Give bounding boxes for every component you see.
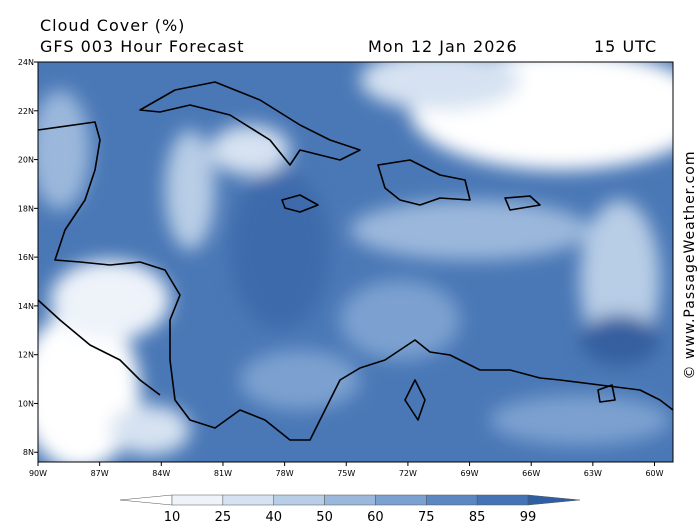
lon-tick-label: 66W bbox=[522, 469, 540, 478]
colorbar-label: 99 bbox=[520, 510, 537, 525]
colorbar-label: 25 bbox=[215, 510, 232, 525]
lon-tick-label: 75W bbox=[337, 469, 355, 478]
lat-tick-label: 8N bbox=[23, 448, 34, 457]
lat-tick-label: 14N bbox=[18, 302, 34, 311]
lat-tick-label: 16N bbox=[18, 253, 34, 262]
colorbar-label: 40 bbox=[265, 510, 282, 525]
lat-tick-label: 18N bbox=[18, 204, 34, 213]
lon-tick-label: 87W bbox=[91, 469, 109, 478]
colorbar-label: 85 bbox=[469, 510, 486, 525]
lat-axis: 24N 22N 20N 18N 16N 14N 12N 10N 8N bbox=[18, 58, 38, 457]
lat-tick-label: 22N bbox=[18, 107, 34, 116]
colorbar-segment bbox=[375, 494, 427, 506]
lon-tick-label: 63W bbox=[584, 469, 602, 478]
lon-tick-label: 72W bbox=[399, 469, 417, 478]
colorbar-label: 60 bbox=[367, 510, 384, 525]
lon-tick-label: 90W bbox=[29, 469, 47, 478]
lon-tick-label: 78W bbox=[276, 469, 294, 478]
watermark: © www.PassageWeather.com bbox=[682, 150, 698, 379]
colorbar-segment bbox=[222, 494, 274, 506]
map bbox=[38, 62, 673, 462]
map-frame bbox=[37, 61, 674, 463]
lat-tick-label: 24N bbox=[18, 58, 34, 67]
cloud-field bbox=[38, 62, 673, 462]
lon-axis: 90W 87W 84W 81W 78W 75W 72W 69W 66W 63W 60W bbox=[29, 462, 664, 478]
date: Mon 12 Jan 2026 bbox=[368, 37, 518, 56]
lat-tick-label: 20N bbox=[18, 156, 34, 165]
lon-tick-label: 84W bbox=[152, 469, 170, 478]
colorbar-arrow-high bbox=[527, 494, 581, 506]
colorbar-segment bbox=[426, 494, 478, 506]
colorbar-label: 10 bbox=[164, 510, 181, 525]
lat-tick-label: 12N bbox=[18, 351, 34, 360]
time: 15 UTC bbox=[594, 37, 657, 56]
colorbar-label: 50 bbox=[316, 510, 333, 525]
model: GFS 003 Hour Forecast bbox=[40, 37, 245, 56]
lon-tick-label: 60W bbox=[645, 469, 663, 478]
lon-tick-label: 69W bbox=[461, 469, 479, 478]
title: Cloud Cover (%) bbox=[40, 16, 185, 35]
colorbar-segment bbox=[273, 494, 325, 506]
colorbar-arrow-low bbox=[119, 494, 173, 506]
lon-tick-label: 81W bbox=[214, 469, 232, 478]
colorbar-segment bbox=[476, 494, 529, 506]
colorbar: 10 25 40 50 60 75 85 99 bbox=[119, 494, 581, 525]
colorbar-segment bbox=[324, 494, 376, 506]
colorbar-segment bbox=[171, 494, 224, 506]
colorbar-label: 75 bbox=[418, 510, 435, 525]
lat-tick-label: 10N bbox=[18, 399, 34, 408]
